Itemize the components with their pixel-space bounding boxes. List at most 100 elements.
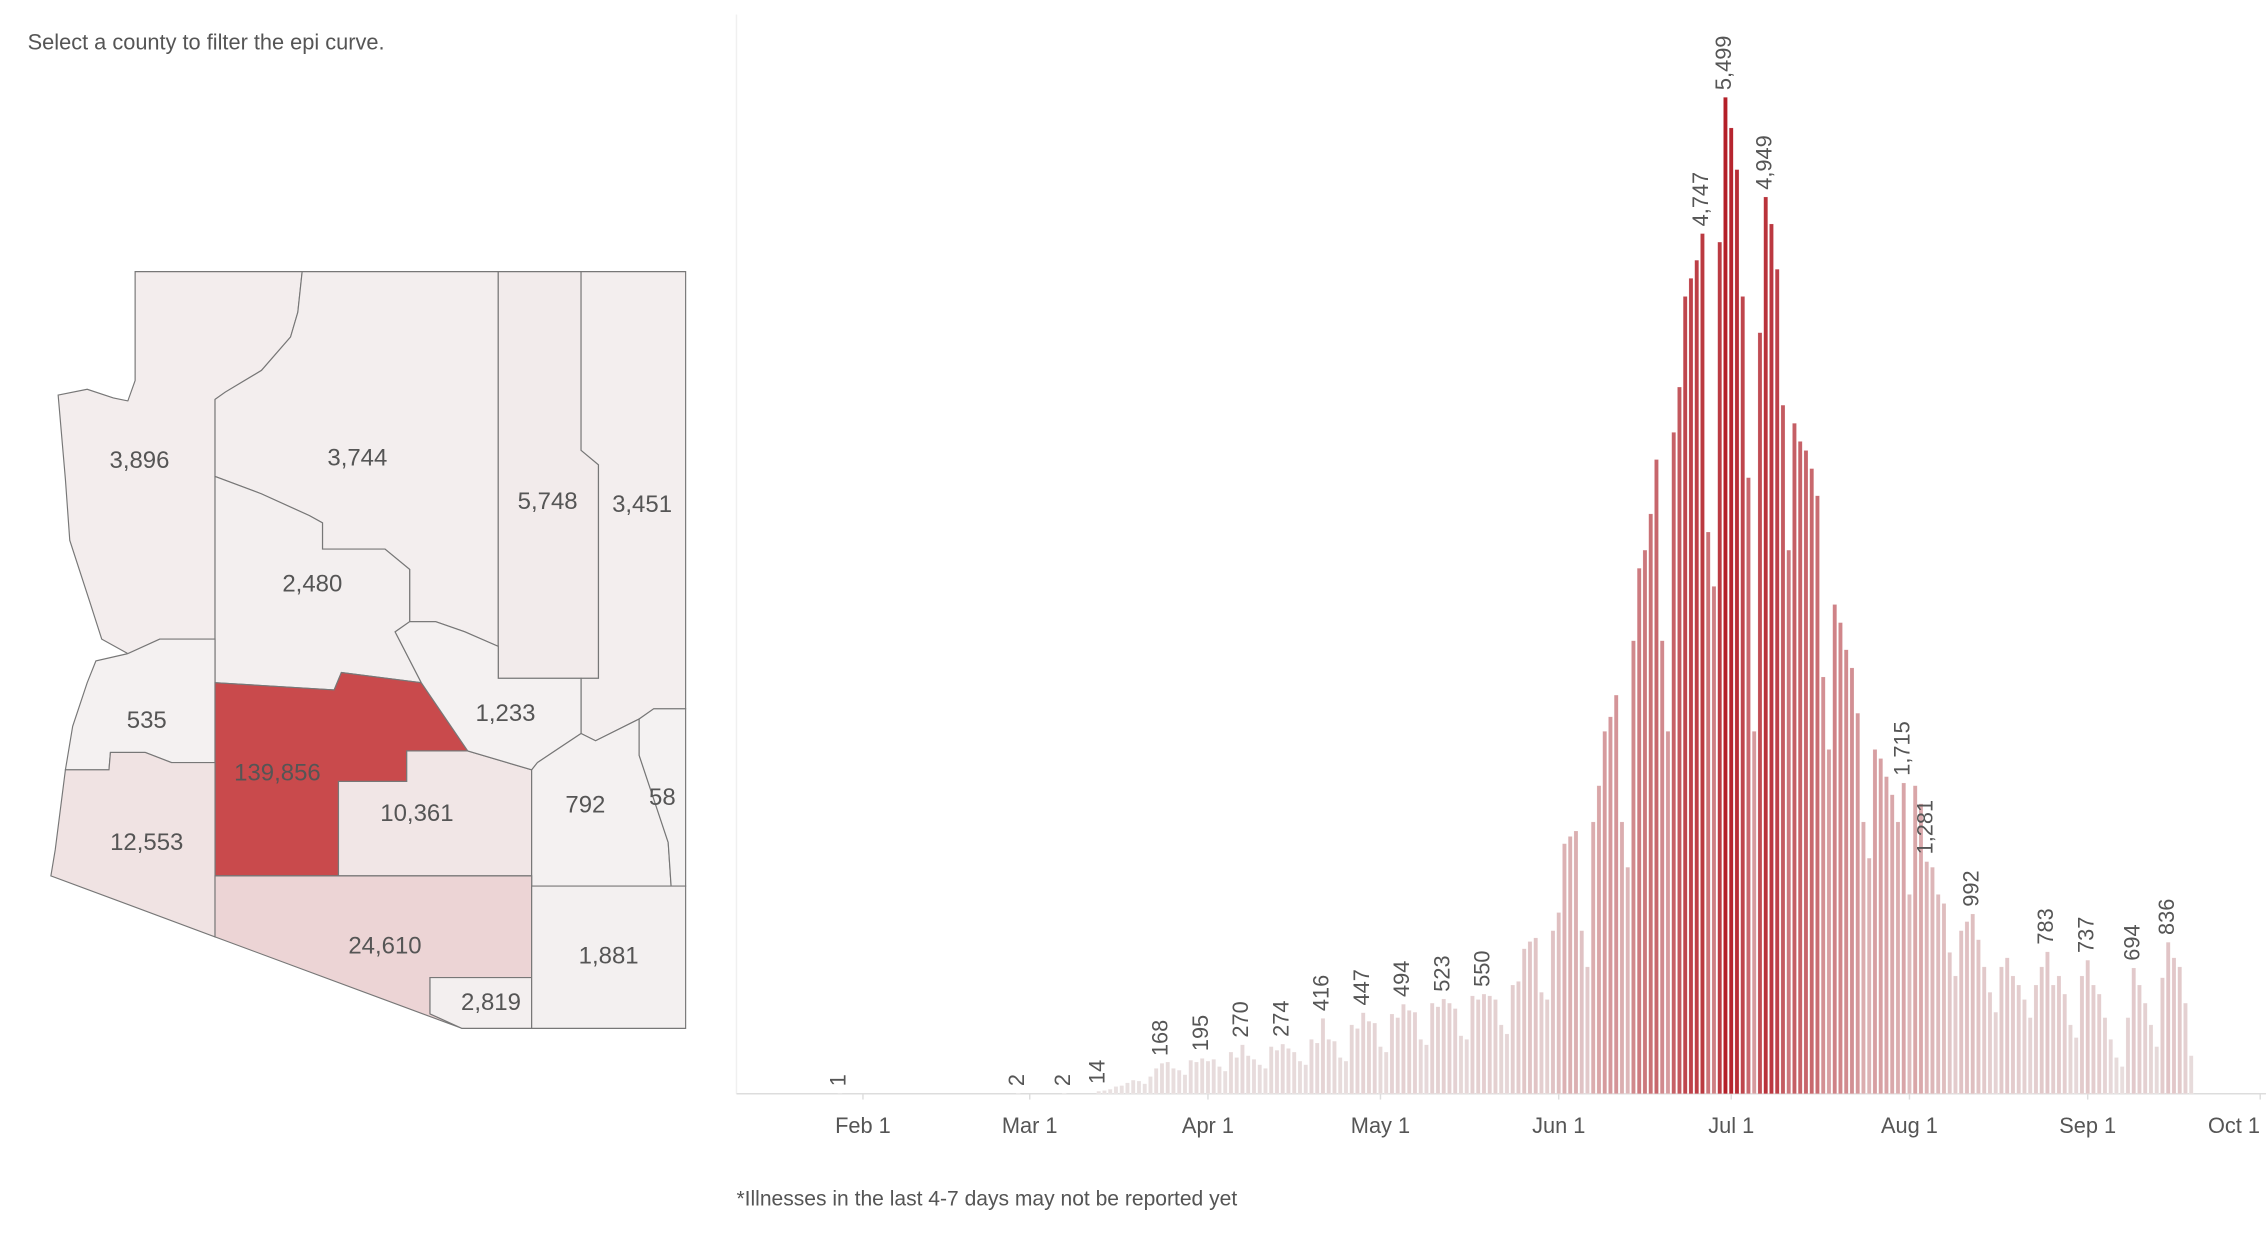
bar: [1176, 1069, 1182, 1094]
bar: [1217, 1066, 1222, 1094]
bar: [2045, 951, 2050, 1094]
bar: [2033, 984, 2039, 1094]
x-tick-label: Apr 1: [1182, 1113, 1234, 1138]
bar: [1763, 196, 1768, 1094]
bar: [1280, 1043, 1285, 1094]
bar: [1228, 1051, 1234, 1094]
bar: [1418, 1039, 1423, 1094]
bar: [1682, 296, 1688, 1094]
data-label: 447: [1349, 969, 1374, 1005]
bar: [1694, 259, 1699, 1094]
bar: [1406, 1010, 1412, 1094]
bar: [2050, 984, 2056, 1094]
bar: [1734, 169, 1740, 1094]
bar: [2114, 1057, 2119, 1094]
bar: [1510, 984, 1515, 1094]
bar: [1412, 1011, 1418, 1094]
bar: [1872, 749, 1878, 1094]
data-label: 2: [1050, 1074, 1075, 1086]
county[interactable]: [64, 638, 216, 771]
bar: [1878, 758, 1883, 1094]
bar: [2068, 1024, 2073, 1094]
county[interactable]: [531, 885, 687, 1029]
bar: [1659, 640, 1665, 1094]
bar: [1360, 1012, 1366, 1094]
x-tick-label: Feb 1: [835, 1113, 891, 1138]
bar: [1953, 975, 1958, 1094]
bar: [1320, 1018, 1326, 1094]
county-label: 535: [127, 707, 167, 734]
county-label: 12,553: [110, 829, 183, 856]
bar: [2142, 1002, 2148, 1094]
county[interactable]: [50, 751, 216, 938]
bar: [1504, 1033, 1510, 1094]
county[interactable]: [394, 621, 582, 771]
bar: [1544, 999, 1550, 1094]
bar: [2062, 993, 2067, 1094]
bar: [1309, 1039, 1314, 1094]
bar: [1671, 432, 1676, 1094]
county-label: 139,856: [234, 760, 321, 787]
bar: [1314, 1042, 1320, 1094]
bar: [1493, 999, 1498, 1094]
bar: [1194, 1061, 1199, 1094]
bar: [1211, 1059, 1216, 1094]
bar: [2056, 975, 2062, 1094]
bar: [1631, 640, 1636, 1094]
data-label: 694: [2119, 924, 2144, 960]
bar: [1826, 749, 1832, 1094]
bar: [1481, 993, 1487, 1094]
bar: [2016, 984, 2021, 1094]
bar: [1533, 937, 1538, 1094]
bar: [1130, 1079, 1136, 1094]
bar: [1429, 1002, 1435, 1094]
bar: [1447, 1002, 1452, 1094]
county-label: 5,748: [518, 488, 578, 515]
bar: [2148, 1024, 2154, 1094]
bar: [1113, 1086, 1119, 1094]
data-label: 992: [1958, 870, 1983, 906]
bar: [2039, 966, 2044, 1094]
bar: [1458, 1035, 1464, 1094]
data-label: 1,281: [1912, 800, 1937, 854]
bar: [1855, 712, 1860, 1094]
bar: [1849, 667, 1855, 1094]
bar: [1516, 981, 1521, 1094]
bar: [1119, 1085, 1124, 1094]
bar: [1383, 1051, 1389, 1094]
bar: [1205, 1060, 1211, 1094]
bar: [1579, 930, 1584, 1094]
bar: [1498, 1024, 1504, 1094]
bar: [1389, 1013, 1395, 1094]
bar: [1366, 1021, 1372, 1094]
bar: [1441, 998, 1446, 1094]
county-label: 2,819: [461, 989, 521, 1016]
bar: [1556, 912, 1561, 1094]
bar: [1475, 999, 1481, 1094]
bar: [1567, 836, 1573, 1094]
bar: [1165, 1061, 1170, 1094]
bar: [1257, 1064, 1262, 1094]
bar: [2085, 959, 2090, 1094]
bar: [1286, 1048, 1291, 1094]
bar: [1234, 1057, 1239, 1094]
bar: [1378, 1046, 1383, 1094]
epi-curve: Feb 1 Mar 1 Apr 1 May 1 Jun 1 Jul 1 Aug 1 Sep 1…: [736, 36, 2266, 1138]
bar: [1866, 857, 1872, 1094]
data-label: 274: [1268, 1000, 1293, 1036]
bar: [1464, 1039, 1469, 1094]
bar: [1884, 776, 1889, 1094]
bar: [1700, 233, 1705, 1094]
bar: [1757, 332, 1763, 1094]
x-tick-label: May 1: [1351, 1113, 1410, 1138]
county[interactable]: [429, 976, 533, 1029]
data-label: 783: [2033, 908, 2058, 944]
bar: [1935, 894, 1941, 1094]
bar: [1291, 1051, 1297, 1094]
bar: [2125, 1017, 2131, 1094]
bar: [1470, 995, 1475, 1094]
bar: [1774, 269, 1780, 1094]
bar: [1740, 296, 1745, 1094]
bar: [1125, 1082, 1130, 1094]
